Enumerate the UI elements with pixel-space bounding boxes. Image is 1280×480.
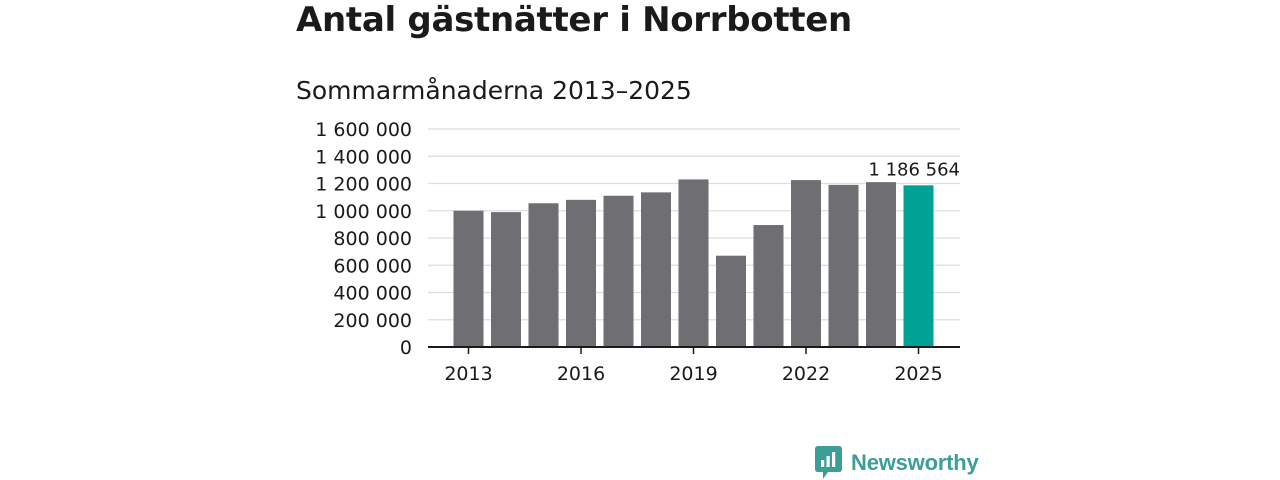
brand-name: Newsworthy bbox=[851, 450, 979, 475]
bar-2017 bbox=[603, 195, 634, 347]
bar-2022 bbox=[791, 180, 821, 347]
x-tick-label: 2016 bbox=[557, 363, 605, 385]
bar-2013 bbox=[453, 210, 484, 347]
y-tick-label: 1 200 000 bbox=[315, 174, 412, 196]
y-tick-label: 1 000 000 bbox=[315, 201, 412, 223]
bar-2024 bbox=[866, 182, 896, 347]
chart-title: Antal gästnätter i Norrbotten bbox=[296, 0, 852, 40]
bars bbox=[453, 179, 934, 347]
bar-2018 bbox=[641, 192, 671, 347]
bar-2020 bbox=[716, 255, 746, 347]
bar-2021 bbox=[753, 225, 784, 347]
bar-2025 bbox=[903, 185, 934, 347]
x-axis-ticks: 2013 2016 2019 2022 2025 bbox=[444, 347, 943, 385]
value-annotation: 1 186 564 bbox=[868, 159, 960, 180]
y-tick-label: 200 000 bbox=[333, 310, 412, 332]
y-tick-label: 800 000 bbox=[333, 228, 412, 250]
y-tick-label: 600 000 bbox=[333, 255, 412, 277]
y-tick-label: 1 600 000 bbox=[315, 119, 412, 141]
bar-2016 bbox=[566, 199, 596, 347]
bar-2023 bbox=[828, 184, 859, 347]
y-tick-label: 0 bbox=[400, 337, 412, 359]
y-tick-label: 1 400 000 bbox=[315, 146, 412, 168]
newsworthy-logo: Newsworthy bbox=[815, 446, 979, 480]
bar-2014 bbox=[491, 212, 521, 347]
x-tick-label: 2013 bbox=[444, 363, 492, 385]
x-tick-label: 2019 bbox=[669, 363, 717, 385]
bar-2019 bbox=[678, 179, 709, 347]
x-tick-label: 2022 bbox=[782, 363, 830, 385]
y-axis-ticks: 0 200 000 400 000 600 000 800 000 1 000 000 1 … bbox=[315, 119, 412, 359]
bar-chart-speech-bubble-icon bbox=[815, 446, 842, 479]
y-tick-label: 400 000 bbox=[333, 283, 412, 305]
bar-2015 bbox=[528, 203, 559, 347]
x-tick-label: 2025 bbox=[894, 363, 942, 385]
chart-subtitle: Sommarmånaderna 2013–2025 bbox=[296, 76, 692, 105]
